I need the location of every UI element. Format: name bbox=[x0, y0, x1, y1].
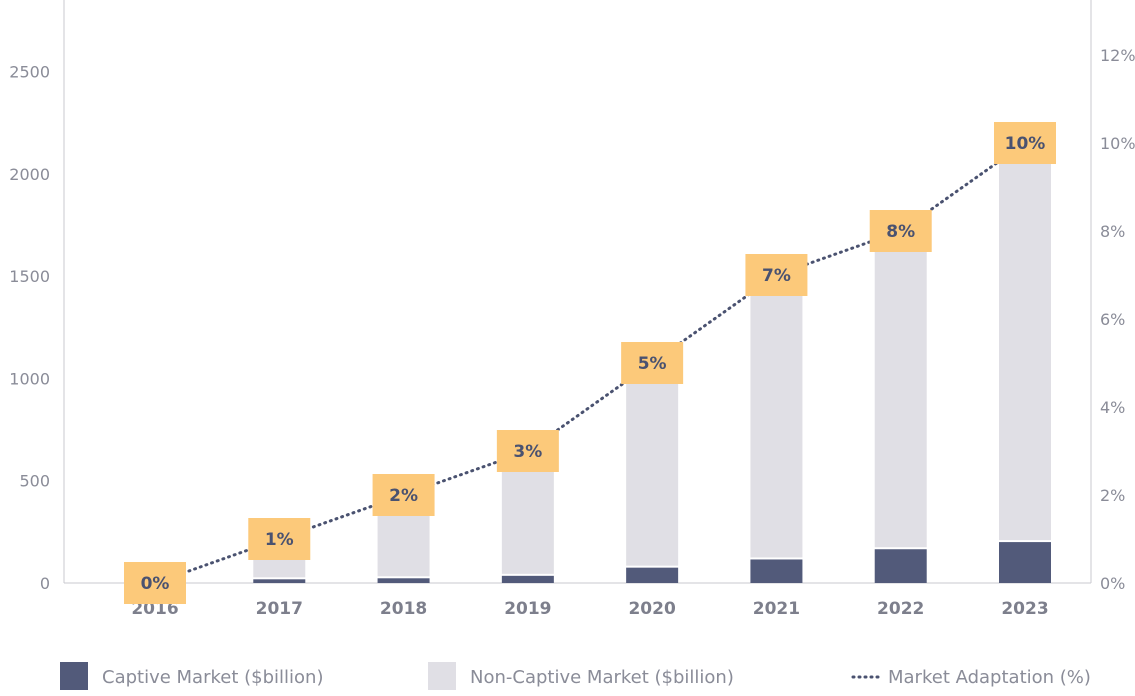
x-tick-label: 2022 bbox=[877, 599, 924, 619]
y2-tick-label: 10% bbox=[1100, 134, 1135, 153]
data-label-box bbox=[496, 430, 559, 472]
bar-non-captive bbox=[626, 365, 679, 566]
bar-captive bbox=[501, 575, 554, 583]
y2-tick-label: 12% bbox=[1100, 46, 1135, 65]
axes: 050010001500200025000%2%4%6%8%10%12%2016… bbox=[9, 0, 1135, 619]
bar-captive bbox=[874, 549, 927, 583]
y-tick-label: 1500 bbox=[9, 267, 50, 286]
data-label-box bbox=[124, 562, 186, 604]
data-label: 5% bbox=[638, 354, 667, 374]
data-label: 7% bbox=[762, 266, 791, 286]
data-label-box bbox=[621, 342, 684, 384]
y2-tick-label: 6% bbox=[1100, 310, 1125, 329]
bar-non-captive bbox=[501, 455, 554, 574]
bar-non-captive bbox=[874, 237, 927, 548]
y2-tick-label: 4% bbox=[1100, 398, 1125, 417]
data-label-box bbox=[372, 474, 435, 516]
x-tick-label: 2021 bbox=[753, 599, 800, 619]
bars bbox=[129, 153, 1051, 583]
y2-tick-label: 2% bbox=[1100, 486, 1125, 505]
data-label-box bbox=[869, 210, 932, 252]
data-label-box bbox=[994, 122, 1056, 164]
x-tick-label: 2023 bbox=[1001, 599, 1048, 619]
y-tick-label: 2000 bbox=[9, 165, 50, 184]
bar-captive bbox=[750, 559, 803, 583]
y-tick-label: 500 bbox=[19, 472, 50, 491]
y-tick-label: 1000 bbox=[9, 369, 50, 388]
legend-label-non-captive: Non-Captive Market ($billion) bbox=[470, 667, 734, 688]
data-label: 3% bbox=[513, 442, 542, 462]
y-tick-label: 2500 bbox=[9, 63, 50, 82]
data-labels: 0% 1% 2% 3% 5% 7% 8% 10% bbox=[124, 122, 1056, 604]
data-label-box bbox=[248, 518, 311, 560]
y2-tick-label: 0% bbox=[1100, 574, 1125, 593]
x-tick-label: 2020 bbox=[628, 599, 675, 619]
data-label: 1% bbox=[265, 530, 294, 550]
y-tick-label: 0 bbox=[40, 574, 50, 593]
data-label: 10% bbox=[1005, 134, 1046, 154]
y2-tick-label: 8% bbox=[1100, 222, 1125, 241]
bar-captive bbox=[626, 567, 679, 583]
data-label: 2% bbox=[389, 486, 418, 506]
x-tick-label: 2019 bbox=[504, 599, 551, 619]
bar-non-captive bbox=[999, 153, 1051, 541]
data-label: 8% bbox=[886, 222, 915, 242]
bar-non-captive bbox=[750, 286, 803, 558]
bar-captive bbox=[999, 542, 1051, 583]
bar-captive bbox=[253, 579, 306, 583]
x-tick-label: 2017 bbox=[256, 599, 303, 619]
legend-swatch-non-captive bbox=[428, 662, 456, 690]
legend-swatch-captive bbox=[60, 662, 88, 690]
legend-label-captive: Captive Market ($billion) bbox=[102, 667, 323, 688]
x-tick-label: 2018 bbox=[380, 599, 427, 619]
legend: Captive Market ($billion) Non-Captive Mar… bbox=[60, 662, 1091, 690]
data-label-box bbox=[745, 254, 808, 296]
data-label: 0% bbox=[141, 574, 170, 594]
legend-label-adaptation: Market Adaptation (%) bbox=[888, 667, 1091, 688]
bar-captive bbox=[377, 578, 430, 583]
